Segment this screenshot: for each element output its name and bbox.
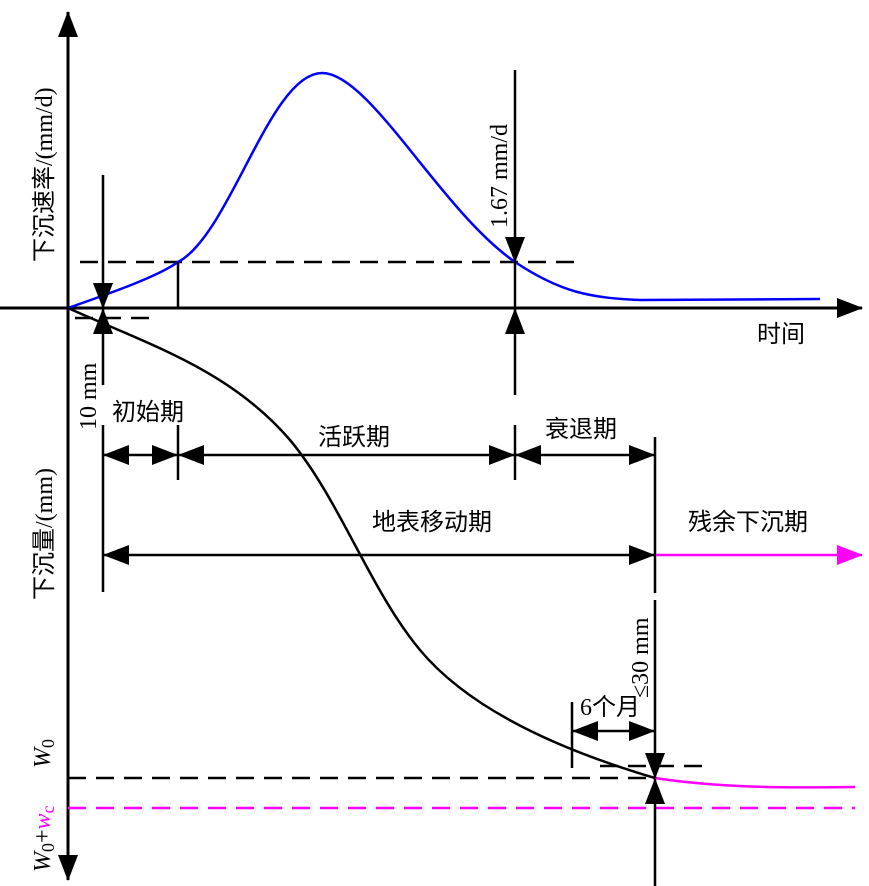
residual-limit-label: ≤30 mm: [628, 617, 654, 698]
decline-phase-label: 衰退期: [545, 416, 617, 443]
movement-period-label: 地表移动期: [372, 509, 492, 536]
rate-threshold-label: 1.67 mm/d: [487, 124, 513, 228]
time-axis-label: 时间: [757, 321, 805, 348]
active-phase-label: 活跃期: [318, 424, 390, 451]
six-months-label: 6个月: [580, 694, 640, 721]
rate-axis-label: 下沉速率/(mm/d): [31, 87, 58, 262]
w0-label: W0: [30, 739, 58, 768]
subsidence-rate-curve: [67, 71, 821, 310]
residual-period-label: 残余下沉期: [688, 509, 808, 536]
residual-subsidence-curve: [654, 776, 856, 789]
subsidence-curve: [67, 306, 656, 780]
10mm-label: 10 mm: [76, 362, 102, 430]
w0-wc-label: W0+wc: [30, 805, 58, 872]
subsidence-axis-label: 下沉量/(mm): [31, 468, 58, 600]
initial-phase-label: 初始期: [112, 399, 184, 426]
